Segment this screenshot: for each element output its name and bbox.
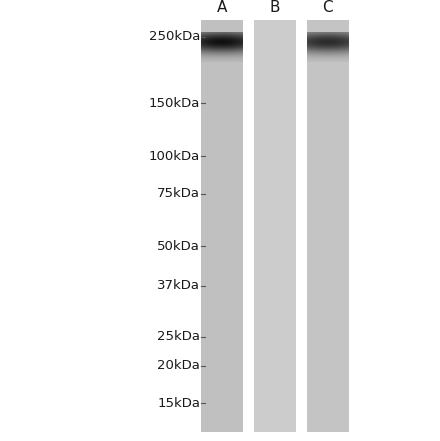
Text: 50kDa: 50kDa [158, 240, 200, 253]
Text: 20kDa: 20kDa [158, 359, 200, 372]
Text: C: C [323, 0, 333, 15]
Text: 75kDa: 75kDa [157, 187, 200, 200]
Text: 25kDa: 25kDa [157, 330, 200, 343]
Text: 15kDa: 15kDa [157, 396, 200, 410]
Text: 37kDa: 37kDa [157, 279, 200, 292]
Text: B: B [270, 0, 280, 15]
Bar [202, 20, 243, 432]
Text: 100kDa: 100kDa [149, 149, 200, 163]
Text: A: A [217, 0, 227, 15]
Bar [254, 20, 296, 432]
Bar [307, 20, 349, 432]
Text: 250kDa: 250kDa [149, 30, 200, 43]
Text: 150kDa: 150kDa [149, 97, 200, 110]
